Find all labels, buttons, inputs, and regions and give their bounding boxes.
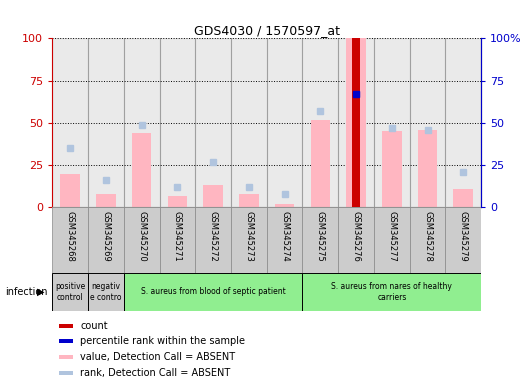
Bar [267, 38, 302, 207]
Text: GSM345271: GSM345271 [173, 210, 182, 262]
Bar [203, 185, 223, 207]
Bar [160, 207, 195, 273]
Bar [124, 38, 160, 207]
Bar [410, 207, 446, 273]
Bar [302, 207, 338, 273]
Bar [88, 273, 124, 311]
Bar [59, 371, 73, 375]
Text: infection: infection [5, 287, 48, 297]
Bar [302, 273, 481, 311]
Bar [382, 131, 402, 207]
Title: GDS4030 / 1570597_at: GDS4030 / 1570597_at [194, 24, 340, 37]
Bar [52, 38, 88, 207]
Bar [59, 324, 73, 328]
Bar [453, 189, 473, 207]
Bar [167, 195, 187, 207]
Bar [231, 38, 267, 207]
Bar [346, 38, 366, 207]
Text: ▶: ▶ [37, 287, 44, 297]
Bar [374, 207, 410, 273]
Bar [446, 207, 481, 273]
Text: GSM345279: GSM345279 [459, 210, 468, 262]
Bar [88, 207, 124, 273]
Text: GSM345275: GSM345275 [316, 210, 325, 262]
Text: rank, Detection Call = ABSENT: rank, Detection Call = ABSENT [80, 368, 231, 378]
Bar [88, 38, 124, 207]
Bar [374, 38, 410, 207]
Bar [239, 194, 259, 207]
Text: GSM345272: GSM345272 [209, 210, 218, 262]
Bar [231, 207, 267, 273]
Text: GSM345269: GSM345269 [101, 210, 110, 262]
Bar [338, 38, 374, 207]
Bar [124, 207, 160, 273]
Bar [275, 204, 294, 207]
Bar [446, 38, 481, 207]
Bar [338, 207, 374, 273]
Text: GSM345270: GSM345270 [137, 210, 146, 262]
Bar [302, 38, 338, 207]
Text: value, Detection Call = ABSENT: value, Detection Call = ABSENT [80, 352, 235, 362]
Text: GSM345276: GSM345276 [351, 210, 360, 262]
Text: percentile rank within the sample: percentile rank within the sample [80, 336, 245, 346]
Text: GSM345268: GSM345268 [66, 210, 75, 262]
Text: GSM345277: GSM345277 [388, 210, 396, 262]
Text: GSM345274: GSM345274 [280, 210, 289, 262]
Bar [418, 130, 437, 207]
Bar [267, 207, 302, 273]
Bar [195, 207, 231, 273]
Text: S. aureus from blood of septic patient: S. aureus from blood of septic patient [141, 287, 286, 296]
Bar [52, 207, 88, 273]
Bar [59, 355, 73, 359]
Bar [124, 273, 302, 311]
Bar [410, 38, 446, 207]
Bar [60, 174, 80, 207]
Text: GSM345273: GSM345273 [244, 210, 253, 262]
Text: GSM345278: GSM345278 [423, 210, 432, 262]
Text: positive
control: positive control [55, 282, 85, 301]
Bar [311, 119, 330, 207]
Bar [52, 273, 88, 311]
Bar [96, 194, 116, 207]
Text: S. aureus from nares of healthy
carriers: S. aureus from nares of healthy carriers [332, 282, 452, 301]
Bar [352, 38, 360, 207]
Text: negativ
e contro: negativ e contro [90, 282, 122, 301]
Bar [132, 133, 152, 207]
Bar [59, 339, 73, 343]
Bar [160, 38, 195, 207]
Text: count: count [80, 321, 108, 331]
Bar [195, 38, 231, 207]
